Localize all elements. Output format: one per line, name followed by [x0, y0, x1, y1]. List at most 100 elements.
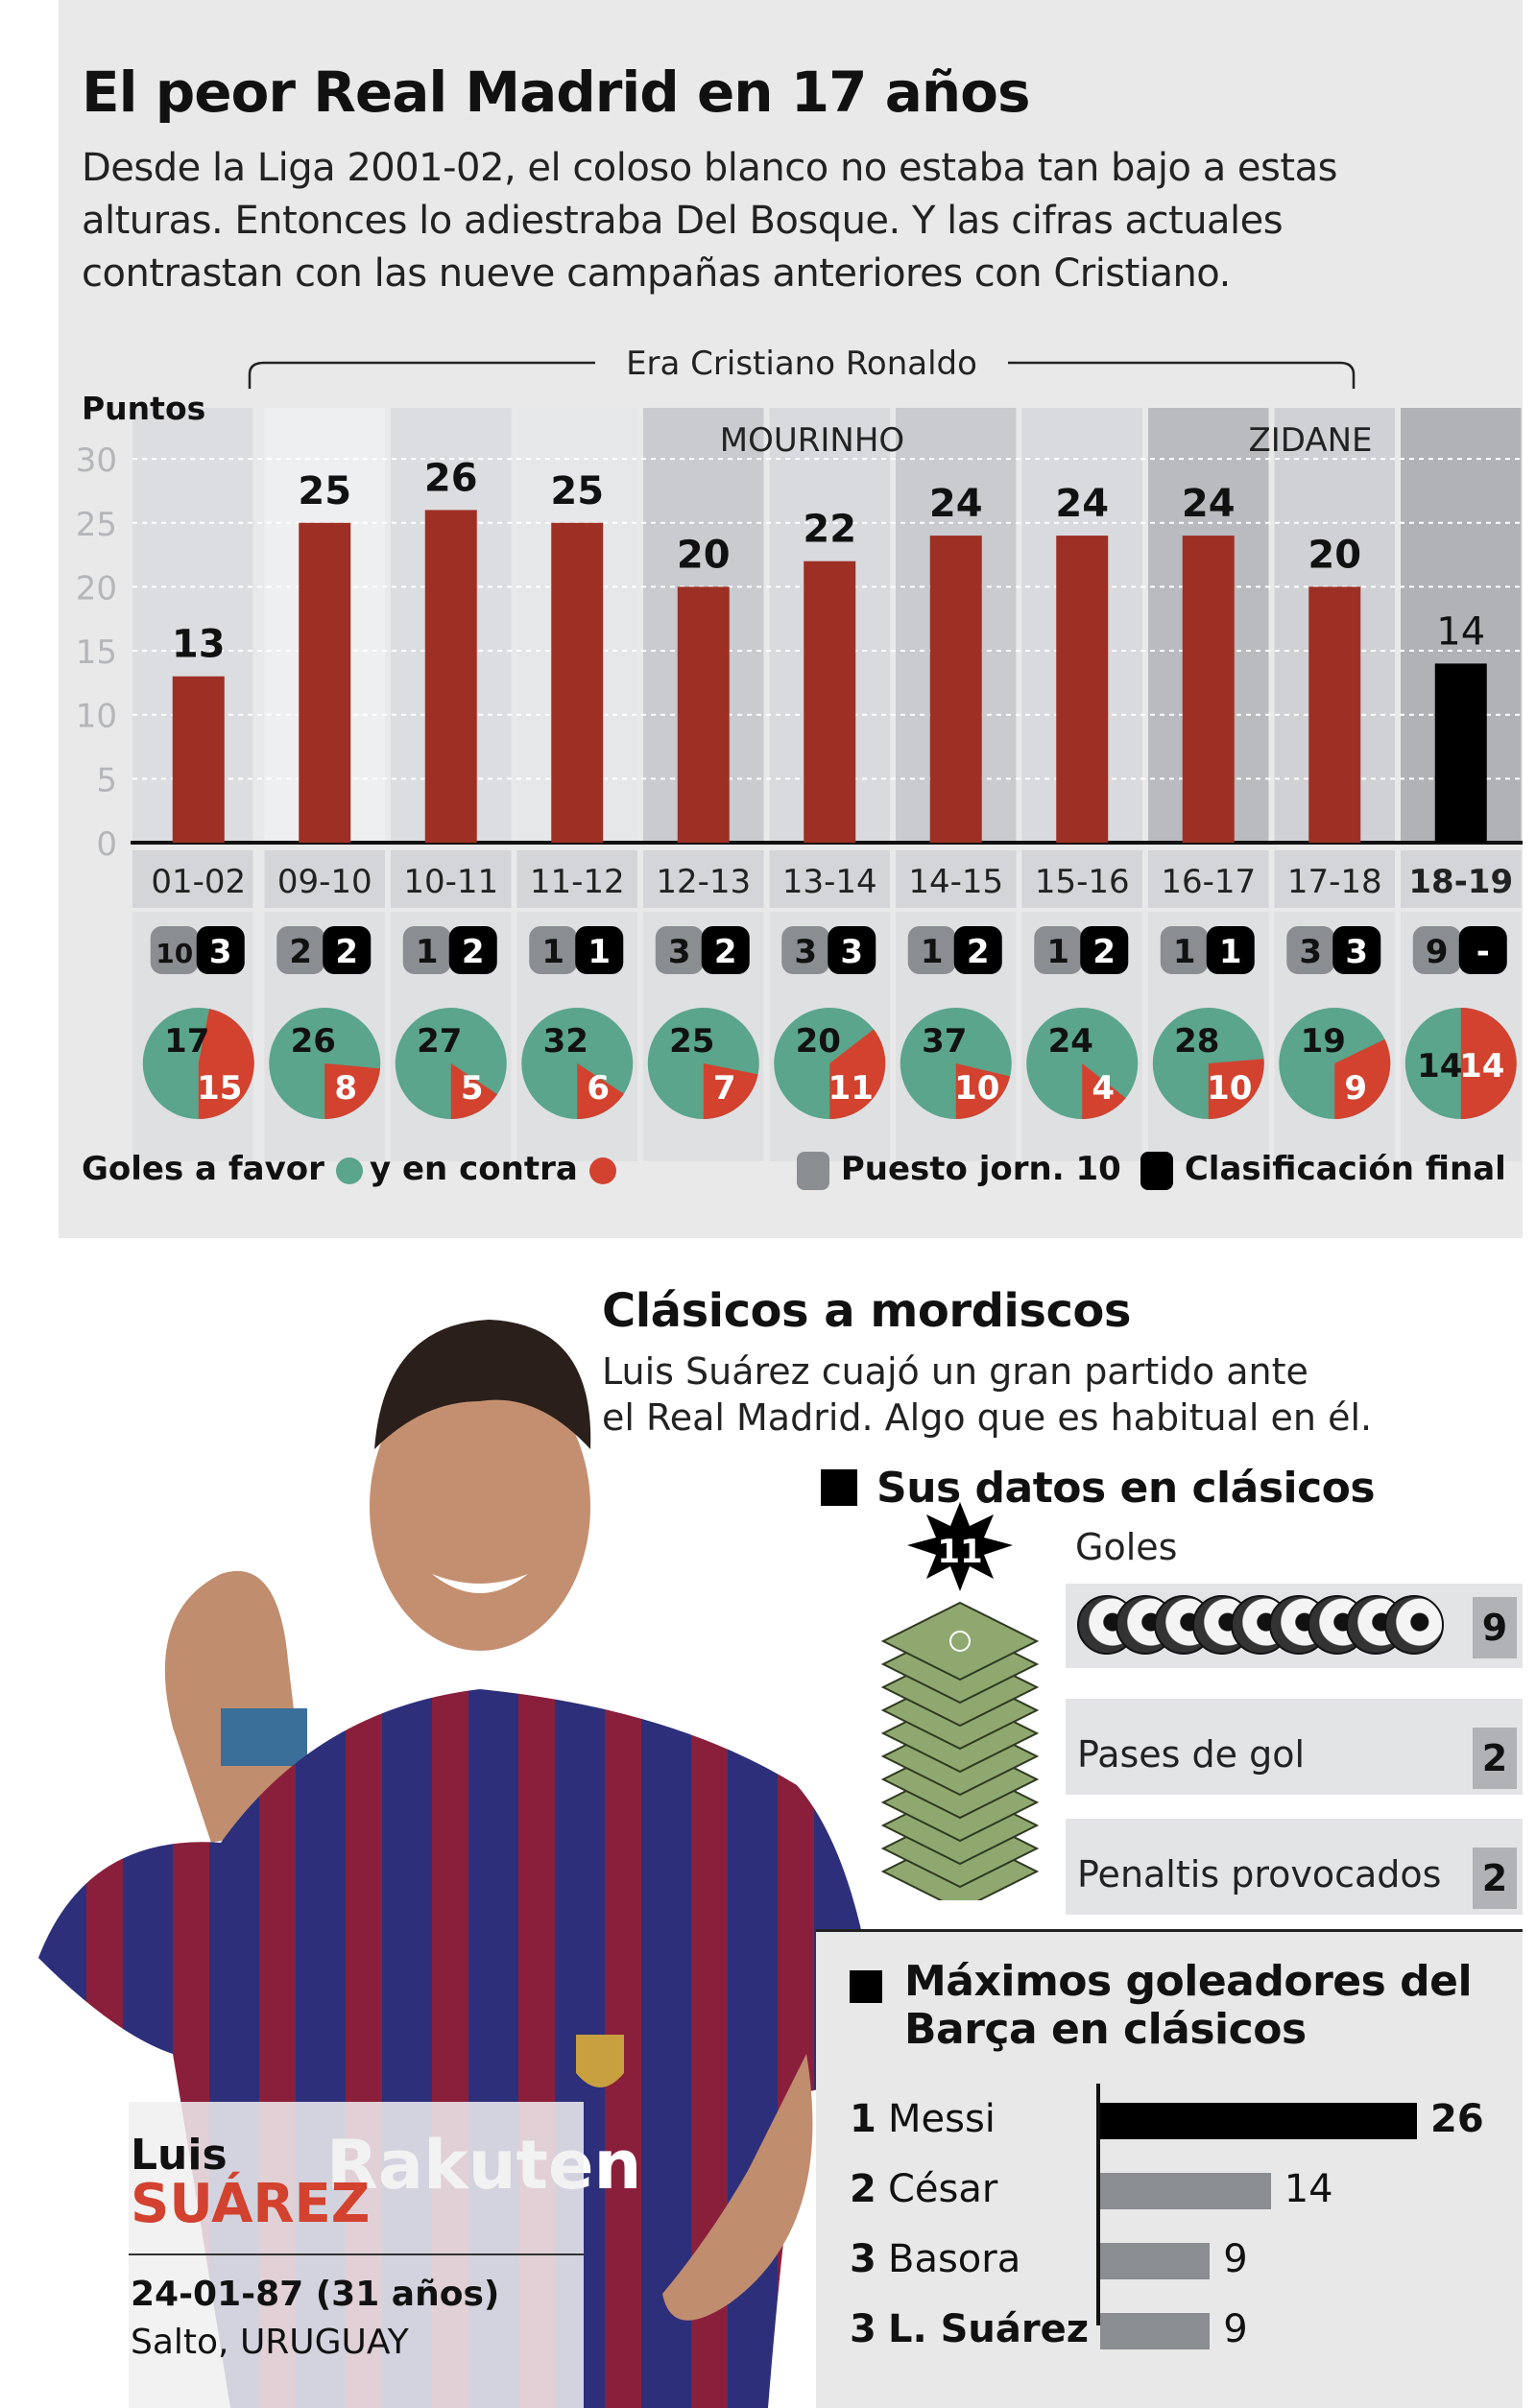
stat-pases: Pases de gol 2 — [1066, 1699, 1523, 1795]
pitch-stack-icon: 11 — [880, 1502, 1040, 1900]
y-tick-label: 10 — [76, 698, 117, 736]
stat-label: Pases de gol — [1077, 1733, 1306, 1776]
bar-value-label: 14 — [1436, 609, 1485, 654]
clasicos-text: el Real Madrid. Algo que es habitual en … — [602, 1396, 1373, 1439]
goles-favor-label: 27 — [417, 1022, 462, 1061]
scorer-rank: 2 — [850, 2167, 876, 2211]
season-label-bg — [769, 850, 890, 908]
season-label-bg — [896, 850, 1017, 908]
bar-value-label: 20 — [677, 533, 731, 577]
stat-value: 2 — [1473, 1728, 1517, 1789]
bar — [551, 522, 604, 843]
puesto-value: 3 — [794, 933, 817, 971]
scorer-value: 14 — [1284, 2167, 1333, 2211]
puesto-value: 1 — [416, 933, 439, 971]
player-id-box: Luis SUÁREZ 24-01-87 (31 años) Salto, UR… — [129, 2102, 584, 2408]
final-value: 3 — [1345, 933, 1368, 971]
goles-contra-label: 6 — [587, 1069, 610, 1108]
puesto-value: 2 — [289, 933, 312, 971]
goles-favor-label: 28 — [1174, 1022, 1219, 1061]
final-value: 2 — [1092, 933, 1116, 971]
clasicos-title: Clásicos a mordiscos — [602, 1284, 1131, 1338]
final-badge — [701, 926, 750, 974]
puesto-badge — [1286, 926, 1335, 974]
goles-favor-label: 37 — [922, 1022, 967, 1061]
bar-value-label: 26 — [424, 456, 478, 500]
scorer-value: 9 — [1223, 2237, 1248, 2281]
legend-contra-label: y en contra — [370, 1150, 578, 1188]
pie-contra — [1334, 1038, 1391, 1119]
subtitle-line: alturas. Entonces lo adiestraba Del Bosq… — [82, 199, 1284, 243]
bullet-square — [850, 1970, 882, 2003]
era-bracket — [248, 361, 1356, 389]
bar — [1056, 536, 1109, 843]
y-tick-label: 30 — [76, 441, 117, 480]
final-value: 2 — [714, 933, 737, 971]
pie-contra — [955, 1063, 1011, 1119]
puesto-value: 1 — [921, 933, 944, 971]
goles-favor-label: 26 — [291, 1022, 336, 1061]
legend-favor-label: Goles a favor — [82, 1150, 324, 1188]
scorers-title: Barça en clásicos — [904, 2005, 1307, 2054]
goles-favor-label: 24 — [1048, 1022, 1093, 1061]
goles-favor-label: 25 — [669, 1022, 714, 1061]
scorer-name: Messi — [888, 2097, 996, 2141]
player-first-name: Luis — [131, 2131, 228, 2180]
final-value: 1 — [588, 933, 611, 971]
final-swatch — [1140, 1151, 1173, 1190]
legend-puesto-label: Puesto jorn. 10 — [840, 1150, 1121, 1188]
final-badge — [1332, 926, 1381, 974]
scorer-rank: 3 — [850, 2307, 876, 2351]
pie-contra — [703, 1063, 758, 1119]
season-label: 14-15 — [908, 863, 1003, 901]
contra-swatch — [588, 1156, 616, 1184]
final-badge — [196, 926, 245, 974]
bar — [929, 536, 982, 843]
bar-value-label: 25 — [298, 469, 351, 513]
season-label-bg — [1021, 850, 1142, 908]
season-label-bg — [1148, 850, 1269, 908]
scorer-row: 3 Basora — [850, 2237, 1020, 2281]
legend-favor: Goles a favor — [82, 1150, 363, 1188]
final-value: 3 — [209, 933, 232, 971]
pie-contra — [450, 1063, 497, 1119]
puesto-badge — [276, 926, 325, 974]
scorer-value: 9 — [1223, 2307, 1248, 2351]
stat-label: Penaltis provocados — [1077, 1853, 1442, 1895]
season-label: 10-11 — [403, 863, 498, 901]
goles-favor-label: 14 — [1417, 1047, 1462, 1085]
goles-favor-label: 32 — [543, 1022, 588, 1061]
bar — [804, 560, 856, 843]
puesto-swatch — [797, 1151, 829, 1190]
scorer-rank: 1 — [850, 2097, 876, 2141]
final-value: 3 — [840, 933, 863, 971]
bullet-square — [821, 1469, 857, 1506]
scorers-title: Máximos goleadores del — [904, 1957, 1473, 2006]
puesto-value: 1 — [1046, 933, 1069, 971]
pie-contra — [198, 1009, 254, 1119]
final-value: - — [1476, 933, 1490, 971]
pie-contra — [1082, 1063, 1126, 1119]
legend-contra: y en contra — [370, 1150, 616, 1188]
era-label: Era Cristiano Ronaldo — [626, 345, 977, 383]
pie-contra — [577, 1063, 624, 1119]
puesto-badge — [907, 926, 956, 974]
player-birthplace: Salto, URUGUAY — [131, 2323, 409, 2362]
bar-axis — [1096, 2084, 1100, 2325]
scorer-name: Basora — [888, 2237, 1021, 2281]
stat-value: 2 — [1473, 1848, 1517, 1909]
final-badge — [828, 926, 876, 974]
partidos-count: 11 — [937, 1533, 982, 1571]
season-label-bg — [643, 850, 764, 908]
bar-value-label: 13 — [172, 623, 226, 667]
y-tick-label: 5 — [96, 761, 117, 799]
soccer-ball-icon — [1384, 1595, 1444, 1655]
final-badge — [575, 926, 624, 974]
scorer-bar — [1100, 2173, 1271, 2209]
stat-goles: 9 — [1066, 1584, 1523, 1668]
goles-contra-label: 5 — [461, 1069, 484, 1108]
bar-value-label: 25 — [550, 469, 604, 513]
season-label: 16-17 — [1161, 863, 1256, 901]
top-scorers-panel: Máximos goleadores del Barça en clásicos… — [816, 1929, 1523, 2408]
puesto-value: 10 — [156, 938, 193, 969]
